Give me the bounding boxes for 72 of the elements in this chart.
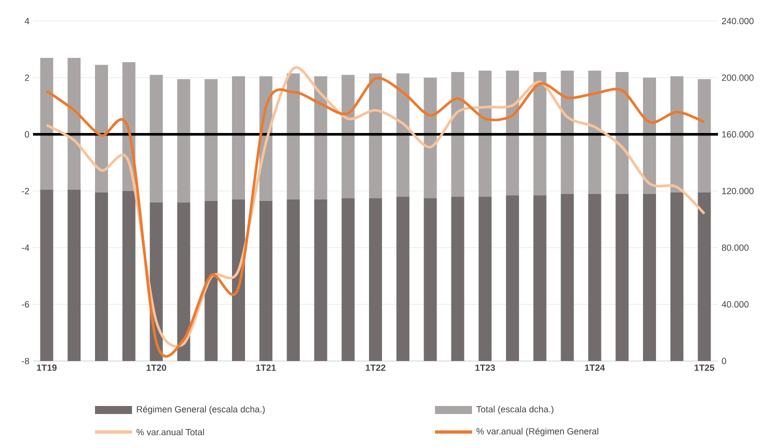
bar: [451, 196, 464, 361]
bar: [698, 79, 711, 192]
bar: [560, 70, 574, 194]
bar: [342, 74, 355, 198]
bar: [204, 200, 218, 361]
x-tick-label: 1T23: [475, 364, 495, 371]
bar: [286, 200, 300, 361]
bar: [616, 194, 629, 361]
y2-tick-label: 40.000: [722, 301, 749, 308]
bar: [560, 194, 574, 361]
bar: [232, 76, 246, 200]
y2-tick-label: 120.000: [722, 188, 754, 194]
bar: [95, 192, 108, 361]
y-tick-label: -2: [22, 188, 30, 194]
x-tick-label: 1T21: [256, 364, 276, 371]
bar: [40, 190, 54, 361]
bar: [314, 200, 328, 361]
bar: [177, 79, 190, 202]
bar: [95, 64, 108, 192]
x-tick-label: 1T19: [37, 364, 57, 371]
bar: [396, 196, 410, 361]
bar: [643, 194, 656, 361]
bar: [670, 192, 684, 361]
bar: [314, 76, 328, 200]
y-tick-label: 0: [24, 131, 30, 138]
y2-tick-label: 160.000: [722, 131, 754, 138]
bar: [533, 72, 546, 196]
legend-label: % var.anual Total: [136, 428, 204, 436]
bar: [396, 73, 410, 197]
bar: [68, 190, 81, 361]
bar: [424, 198, 437, 361]
bar: [286, 73, 300, 200]
bar: [369, 198, 382, 361]
bar: [150, 74, 163, 202]
bar: [588, 194, 602, 361]
y2-tick-label: 80.000: [722, 244, 749, 251]
y-tick-label: 2: [24, 74, 30, 81]
x-tick-label: 1T22: [366, 364, 386, 371]
legend-label: Régimen General (escala dcha.): [136, 406, 265, 414]
bar: [369, 73, 382, 198]
legend-label: Total (escala dcha.): [476, 406, 554, 414]
bar: [643, 78, 656, 194]
bar: [478, 196, 492, 361]
bar: [40, 58, 54, 190]
bar: [533, 195, 546, 361]
y2-tick-label: 0: [722, 358, 726, 364]
x-tick-label: 1T24: [585, 364, 605, 371]
legend-label: % var.anual (Régimen General: [476, 428, 598, 436]
y-tick-label: -4: [22, 244, 30, 251]
bar: [68, 58, 81, 190]
y-tick-label: -6: [22, 301, 30, 308]
bar: [670, 76, 684, 192]
bar: [204, 79, 218, 201]
bar: [424, 78, 437, 198]
y-tick-label: 4: [24, 18, 30, 24]
y2-tick-label: 240.000: [722, 18, 754, 24]
bar: [177, 202, 190, 361]
bar: [342, 198, 355, 361]
x-tick-label: 1T20: [146, 364, 166, 371]
bar: [616, 72, 629, 194]
bar: [122, 191, 136, 361]
y2-tick-label: 200.000: [722, 74, 754, 81]
bar: [588, 70, 602, 194]
bar: [259, 200, 272, 361]
bar: [506, 195, 520, 361]
x-tick-label: 1T25: [694, 364, 714, 371]
bar: [506, 70, 520, 196]
y-tick-label: -8: [22, 358, 30, 364]
bar: [232, 200, 246, 361]
bar: [698, 192, 711, 361]
bar: [451, 72, 464, 197]
bar: [478, 70, 492, 197]
